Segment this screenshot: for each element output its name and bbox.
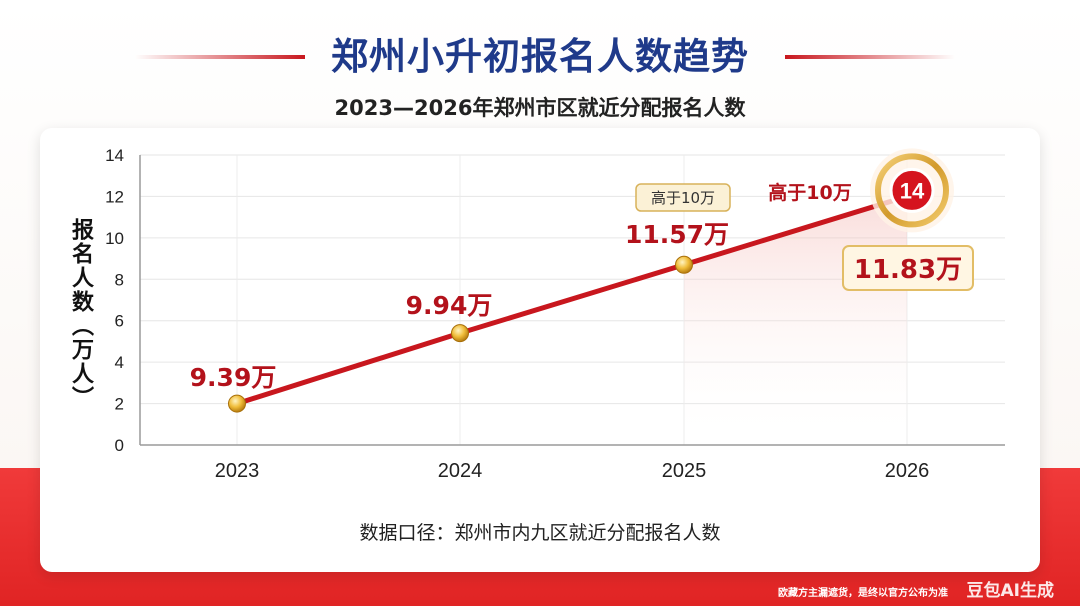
y-tick-label: 12 — [105, 187, 124, 206]
y-axis-label: 报名人数（万人） — [68, 218, 93, 410]
data-label: 11.83万 — [854, 255, 962, 285]
x-tick-label: 2025 — [662, 460, 707, 482]
data-point-highlight — [889, 167, 935, 213]
y-tick-label: 4 — [115, 353, 124, 372]
y-tick-label: 8 — [115, 270, 124, 289]
chart-title: 郑州小升初报名人数趋势 — [331, 35, 749, 78]
tag-label: 高于10万 — [651, 189, 715, 207]
axes: 0 2 4 6 8 10 12 14 2023 2024 2025 2026 — [105, 146, 1005, 482]
tag-box — [635, 183, 731, 212]
data-label: 9.94万 — [406, 291, 493, 320]
title-line-right — [785, 55, 955, 59]
chart-subtitle: 2023—2026年郑州市区就近分配报名人数 — [334, 96, 746, 120]
value-box — [842, 245, 974, 291]
badge-value: 14 — [900, 178, 925, 203]
y-tick-label: 14 — [105, 146, 124, 165]
x-tick-label: 2026 — [885, 460, 930, 482]
data-point — [228, 394, 246, 413]
footer-disclaimer: 欧藏方主漏遮货，是终以官方公布为准 — [778, 588, 948, 599]
data-markers: 14 — [228, 148, 954, 413]
title-line-left — [135, 55, 305, 59]
y-tick-label: 0 — [115, 436, 124, 455]
badge-ring — [875, 153, 949, 228]
series-line — [234, 193, 910, 407]
data-note: 数据口径：郑州市内九区就近分配报名人数 — [359, 522, 721, 544]
y-tick-label: 6 — [115, 312, 124, 331]
tag-label: 高于10万 — [768, 181, 851, 204]
data-label: 9.39万 — [190, 363, 277, 392]
x-tick-label: 2023 — [215, 460, 260, 482]
watermark: 豆包AI生成 — [966, 581, 1054, 601]
data-point — [451, 324, 469, 343]
data-point — [675, 255, 693, 274]
x-tick-label: 2024 — [438, 460, 483, 482]
data-labels: 9.39万 9.94万 11.57万 高于10万 高于10万 11.83万 — [190, 181, 974, 392]
data-label: 11.57万 — [625, 220, 729, 249]
y-tick-label: 10 — [105, 229, 124, 248]
series-line-path — [234, 193, 910, 407]
y-tick-label: 2 — [115, 395, 124, 414]
